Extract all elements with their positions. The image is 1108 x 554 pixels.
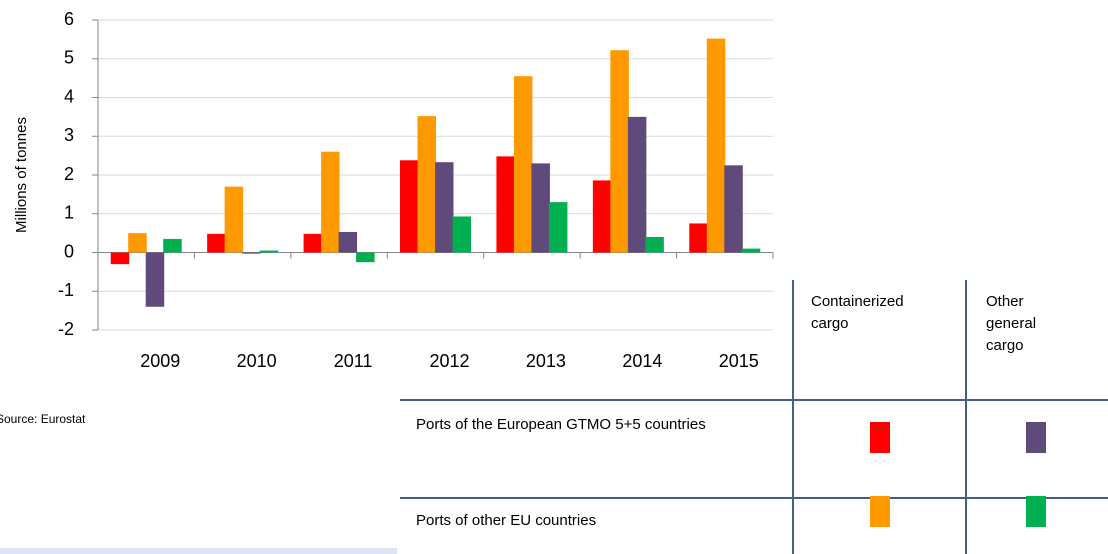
x-tick-label: 2009 <box>140 351 180 371</box>
bar <box>610 50 629 253</box>
legend-swatch <box>1026 422 1046 453</box>
bar <box>110 252 130 265</box>
bar <box>128 233 147 253</box>
x-tick-label: 2012 <box>429 351 469 371</box>
x-tick-label: 2011 <box>334 351 373 371</box>
legend-row-header: Ports of other EU countries <box>416 512 597 529</box>
y-tick-label: 4 <box>64 86 74 106</box>
y-tick-label: 1 <box>64 203 74 223</box>
bar <box>452 216 471 253</box>
legend-swatch <box>1026 496 1046 527</box>
x-tick-label: 2015 <box>719 351 759 371</box>
y-tick-label: 2 <box>64 164 74 184</box>
decor-strip <box>0 548 397 554</box>
legend-column-header: Other general cargo <box>986 293 1037 354</box>
bar <box>645 237 664 253</box>
bar <box>513 76 533 253</box>
bar <box>356 252 375 263</box>
x-tick-label: 2010 <box>237 351 277 371</box>
bar <box>548 202 568 253</box>
bar <box>303 233 323 253</box>
legend-swatch <box>870 422 890 453</box>
bar <box>627 116 647 253</box>
bar <box>724 165 743 253</box>
legend-column-header: Containerized cargo <box>811 293 904 332</box>
x-tick-label: 2013 <box>526 351 566 371</box>
bar <box>741 248 761 253</box>
bar <box>163 238 182 253</box>
bar <box>145 252 165 307</box>
bar <box>706 38 726 253</box>
y-tick-label: 0 <box>64 241 74 261</box>
bar <box>400 160 419 253</box>
x-tick-label: 2014 <box>622 351 662 371</box>
bar <box>207 233 226 253</box>
bar <box>321 151 340 253</box>
bar <box>531 163 550 253</box>
y-tick-label: -1 <box>58 280 74 300</box>
legend-swatch <box>870 496 890 527</box>
bar <box>496 156 515 253</box>
y-tick-label: 5 <box>64 48 74 68</box>
bar <box>435 162 454 253</box>
bar <box>338 231 358 253</box>
y-tick-label: 3 <box>64 125 74 145</box>
y-tick-label: 6 <box>64 9 74 29</box>
bar <box>242 252 261 254</box>
bar <box>224 186 244 253</box>
legend-table-lines <box>400 280 1108 554</box>
bar <box>259 250 279 253</box>
source: Source: Eurostat <box>0 412 86 426</box>
bar <box>417 116 436 253</box>
bar <box>689 223 708 253</box>
y-axis-label: Millions of tonnes <box>13 117 30 233</box>
y-tick-label: -2 <box>58 319 74 339</box>
bar <box>592 180 612 253</box>
legend-row-header: Ports of the European GTMO 5+5 countries <box>416 416 706 433</box>
